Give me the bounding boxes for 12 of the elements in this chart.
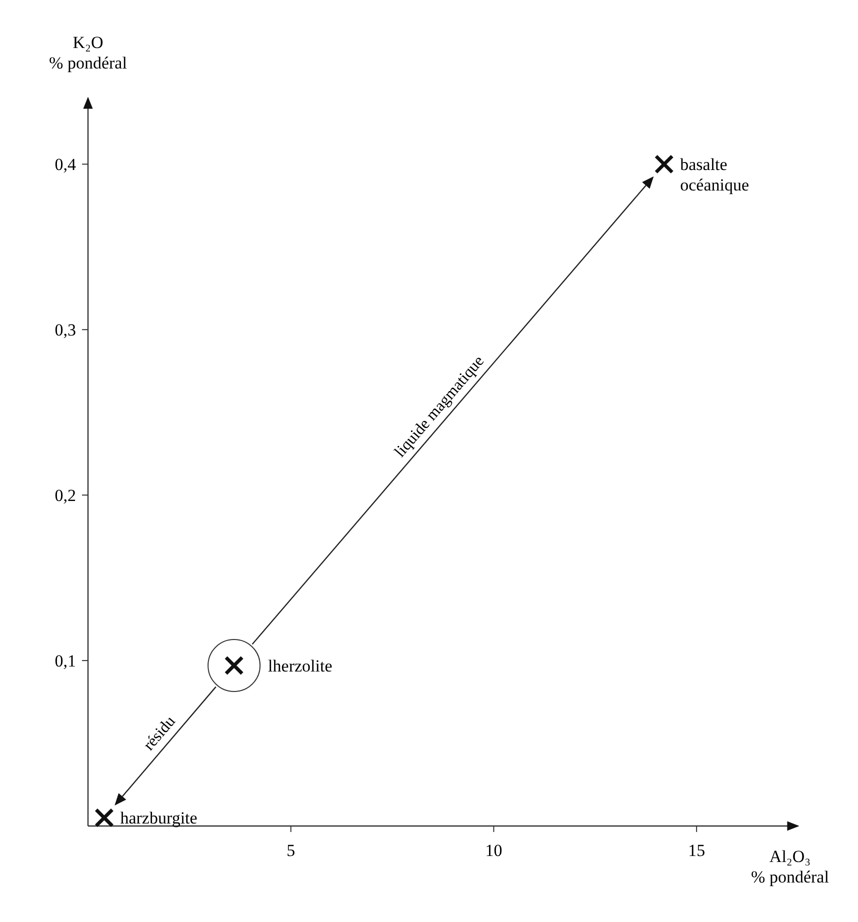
y-tick-label: 0,1	[54, 652, 76, 671]
series-label: lherzolite	[268, 656, 332, 676]
y-axis-title: K₂O % pondéral	[49, 33, 128, 72]
x-tick-label: 10	[485, 841, 502, 860]
x-axis-title: Al₂O₃ % pondéral	[751, 847, 830, 886]
x-tick-label: 5	[286, 841, 296, 860]
legend-label: basalte océanique	[680, 155, 750, 195]
series-label: harzburgite	[120, 808, 198, 828]
y-tick-label: 0,3	[54, 320, 76, 340]
x-tick-label: 15	[688, 841, 706, 860]
y-tick-label: 0,2	[54, 486, 76, 506]
y-tick-label: 0,4	[54, 155, 76, 174]
